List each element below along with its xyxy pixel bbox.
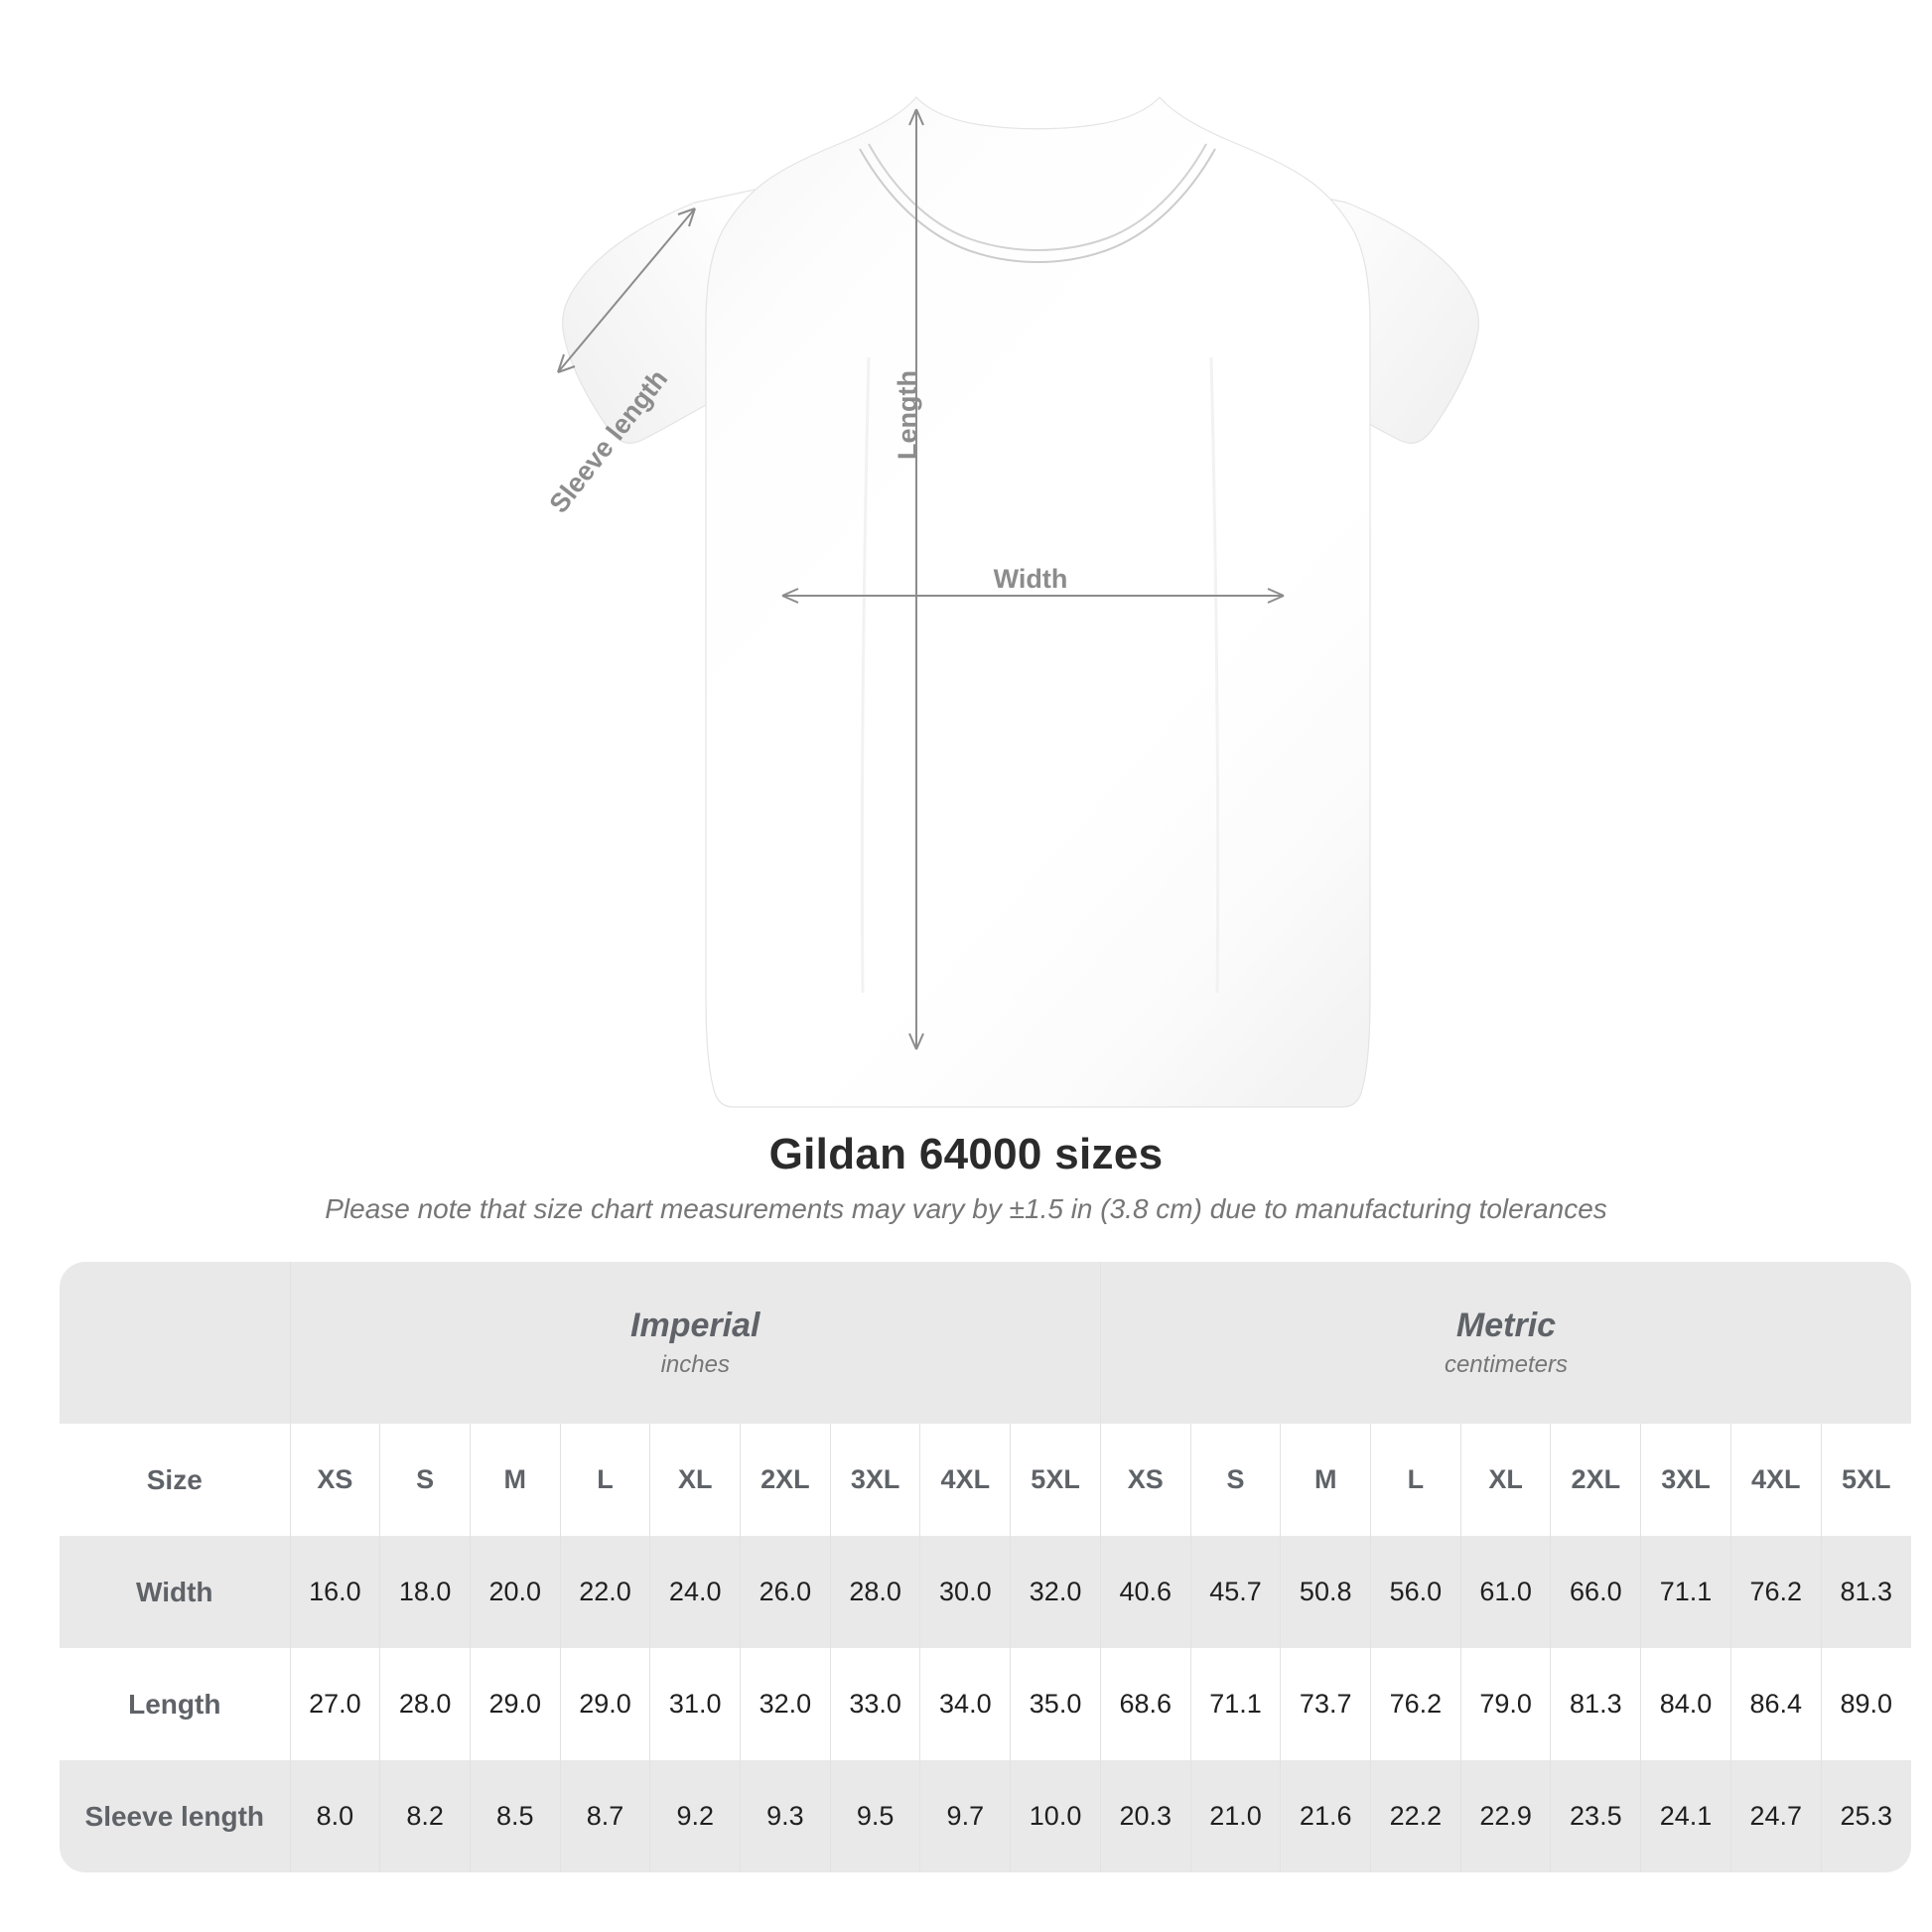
svg-text:Width: Width	[994, 564, 1068, 594]
svg-text:Sleeve length: Sleeve length	[544, 364, 674, 519]
svg-text:Length: Length	[893, 370, 922, 460]
